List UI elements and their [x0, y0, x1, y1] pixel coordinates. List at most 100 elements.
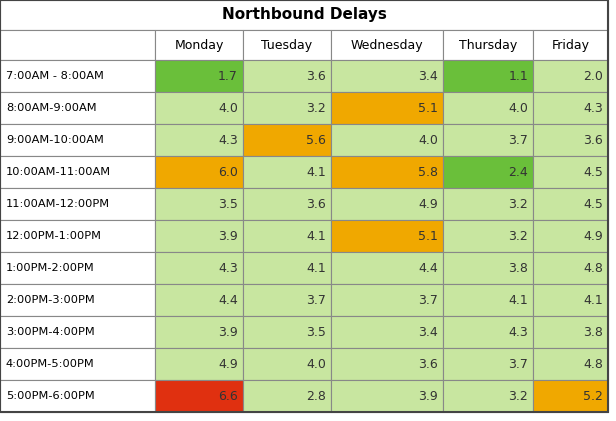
- Text: 5.6: 5.6: [306, 133, 326, 147]
- Text: 4.1: 4.1: [306, 165, 326, 179]
- Text: 4.3: 4.3: [218, 133, 238, 147]
- Text: 3.2: 3.2: [508, 389, 528, 402]
- Bar: [533, 92, 608, 124]
- Text: 6.0: 6.0: [218, 165, 238, 179]
- Text: 4.1: 4.1: [306, 229, 326, 242]
- Text: 3.2: 3.2: [508, 197, 528, 210]
- Text: 11:00AM-12:00PM: 11:00AM-12:00PM: [6, 199, 110, 209]
- Bar: [0, 348, 155, 380]
- Bar: [243, 124, 331, 156]
- Bar: [443, 124, 533, 156]
- Text: 3.7: 3.7: [508, 357, 528, 370]
- Bar: [331, 284, 443, 316]
- Text: 2.4: 2.4: [508, 165, 528, 179]
- Bar: [331, 30, 443, 60]
- Bar: [155, 60, 243, 92]
- Text: Tuesday: Tuesday: [261, 38, 312, 51]
- Bar: [331, 252, 443, 284]
- Bar: [533, 220, 608, 252]
- Bar: [243, 60, 331, 92]
- Bar: [155, 92, 243, 124]
- Text: 3:00PM-4:00PM: 3:00PM-4:00PM: [6, 327, 95, 337]
- Text: 3.4: 3.4: [418, 69, 438, 83]
- Bar: [243, 380, 331, 412]
- Text: Northbound Delays: Northbound Delays: [222, 8, 386, 22]
- Text: 4.5: 4.5: [583, 197, 603, 210]
- Bar: [443, 60, 533, 92]
- Text: 5.8: 5.8: [418, 165, 438, 179]
- Text: 3.7: 3.7: [418, 293, 438, 306]
- Text: 4.4: 4.4: [418, 261, 438, 274]
- Text: 8:00AM-9:00AM: 8:00AM-9:00AM: [6, 103, 97, 113]
- Bar: [243, 316, 331, 348]
- Text: 4.1: 4.1: [583, 293, 603, 306]
- Bar: [155, 124, 243, 156]
- Bar: [243, 348, 331, 380]
- Text: 5.1: 5.1: [418, 229, 438, 242]
- Text: 1.7: 1.7: [218, 69, 238, 83]
- Text: 3.9: 3.9: [218, 325, 238, 338]
- Text: 4.3: 4.3: [218, 261, 238, 274]
- Text: 4.9: 4.9: [583, 229, 603, 242]
- Text: 3.8: 3.8: [583, 325, 603, 338]
- Bar: [0, 188, 155, 220]
- Bar: [0, 0, 608, 30]
- Bar: [533, 284, 608, 316]
- Bar: [243, 220, 331, 252]
- Bar: [443, 156, 533, 188]
- Bar: [155, 348, 243, 380]
- Bar: [155, 252, 243, 284]
- Bar: [533, 60, 608, 92]
- Bar: [443, 220, 533, 252]
- Bar: [443, 188, 533, 220]
- Bar: [533, 156, 608, 188]
- Bar: [443, 284, 533, 316]
- Text: 3.7: 3.7: [306, 293, 326, 306]
- Text: 3.6: 3.6: [583, 133, 603, 147]
- Text: 4.8: 4.8: [583, 357, 603, 370]
- Text: 3.4: 3.4: [418, 325, 438, 338]
- Bar: [155, 316, 243, 348]
- Text: 3.8: 3.8: [508, 261, 528, 274]
- Bar: [155, 380, 243, 412]
- Text: Monday: Monday: [174, 38, 224, 51]
- Bar: [533, 316, 608, 348]
- Text: 3.6: 3.6: [418, 357, 438, 370]
- Bar: [0, 252, 155, 284]
- Text: 10:00AM-11:00AM: 10:00AM-11:00AM: [6, 167, 111, 177]
- Bar: [331, 156, 443, 188]
- Text: 3.7: 3.7: [508, 133, 528, 147]
- Text: 1:00PM-2:00PM: 1:00PM-2:00PM: [6, 263, 95, 273]
- Text: 4.9: 4.9: [218, 357, 238, 370]
- Bar: [155, 30, 243, 60]
- Text: 3.9: 3.9: [218, 229, 238, 242]
- Bar: [533, 124, 608, 156]
- Text: 3.2: 3.2: [508, 229, 528, 242]
- Text: 2.8: 2.8: [306, 389, 326, 402]
- Bar: [443, 380, 533, 412]
- Text: 3.6: 3.6: [306, 197, 326, 210]
- Text: 4.1: 4.1: [306, 261, 326, 274]
- Text: 6.6: 6.6: [218, 389, 238, 402]
- Text: 4.8: 4.8: [583, 261, 603, 274]
- Bar: [243, 30, 331, 60]
- Bar: [533, 380, 608, 412]
- Text: 12:00PM-1:00PM: 12:00PM-1:00PM: [6, 231, 102, 241]
- Bar: [533, 252, 608, 284]
- Bar: [0, 60, 155, 92]
- Bar: [155, 284, 243, 316]
- Text: 4.0: 4.0: [418, 133, 438, 147]
- Text: Friday: Friday: [551, 38, 590, 51]
- Bar: [155, 156, 243, 188]
- Bar: [331, 220, 443, 252]
- Bar: [331, 124, 443, 156]
- Bar: [443, 316, 533, 348]
- Bar: [0, 220, 155, 252]
- Bar: [331, 188, 443, 220]
- Bar: [0, 124, 155, 156]
- Text: 5.1: 5.1: [418, 101, 438, 115]
- Bar: [533, 30, 608, 60]
- Text: 3.5: 3.5: [306, 325, 326, 338]
- Text: 3.5: 3.5: [218, 197, 238, 210]
- Bar: [243, 252, 331, 284]
